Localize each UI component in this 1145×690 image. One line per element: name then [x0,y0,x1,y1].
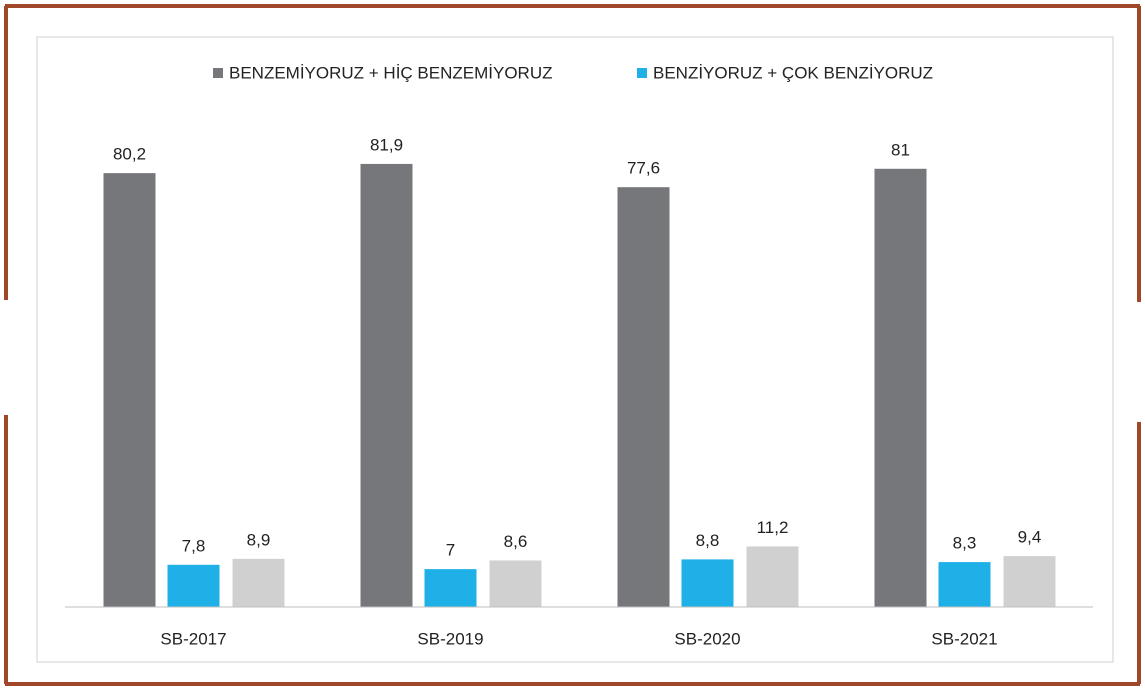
data-label: 81,9 [370,135,403,154]
frame [4,4,1141,686]
data-label: 8,3 [953,534,977,553]
x-tick-label: SB-2020 [674,629,740,648]
data-label: 7 [446,541,455,560]
bar [489,560,542,607]
legend-swatch [637,68,647,78]
bar [167,564,220,607]
bar [232,558,285,607]
legend-label: BENZİYORUZ + ÇOK BENZİYORUZ [653,63,933,82]
x-tick-label: SB-2019 [417,629,483,648]
data-label: 8,8 [696,531,720,550]
legend-swatch [213,68,223,78]
bar [681,559,734,607]
data-label: 7,8 [182,536,206,555]
bar [746,546,799,607]
bar [424,569,477,607]
plot-box [36,36,1114,663]
bar [874,168,927,608]
data-label: 9,4 [1018,528,1042,547]
data-label: 81 [891,140,910,159]
data-label: 8,6 [504,532,528,551]
data-label: 8,9 [247,530,271,549]
bar [360,163,413,607]
data-label: 11,2 [757,518,789,537]
x-tick-label: SB-2021 [931,629,997,648]
data-label: 80,2 [113,145,146,164]
x-tick-label: SB-2017 [160,629,226,648]
bar [938,562,991,607]
bar [1003,556,1056,607]
bar [617,187,670,607]
legend-label: BENZEMİYORUZ + HİÇ BENZEMİYORUZ [229,63,553,82]
bar [103,173,156,608]
data-label: 77,6 [627,159,660,178]
